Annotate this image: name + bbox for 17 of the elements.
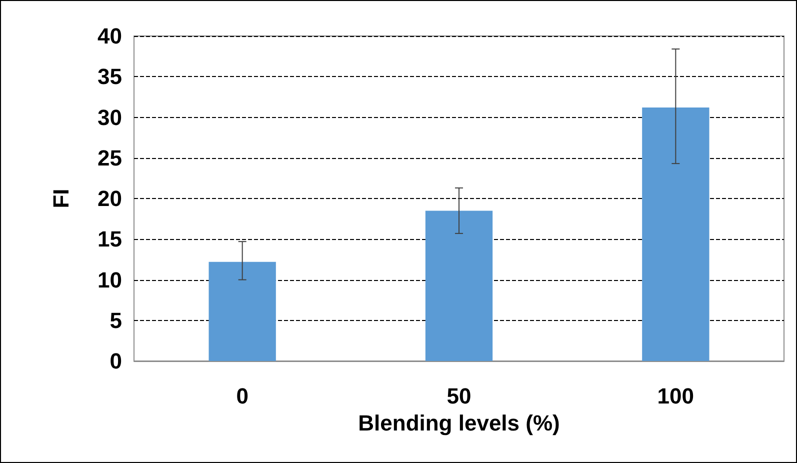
- y-tick-label: 30: [98, 104, 122, 130]
- bar: [208, 262, 276, 361]
- y-tick-label: 5: [110, 308, 122, 333]
- y-tick-label: 20: [98, 186, 122, 211]
- y-tick-label: 25: [98, 145, 122, 170]
- bar: [642, 108, 710, 361]
- y-tick-label: 35: [98, 64, 122, 90]
- y-axis-title: FI: [48, 188, 74, 208]
- y-tick-label: 15: [98, 226, 122, 252]
- bar: [425, 210, 493, 361]
- x-tick-label: 100: [657, 384, 694, 408]
- x-tick-label: 50: [446, 384, 472, 408]
- x-tick-label: 0: [236, 384, 248, 408]
- x-axis-title: Blending levels (%): [358, 410, 560, 436]
- y-tick-label: 10: [98, 267, 122, 292]
- y-tick-label: 40: [98, 24, 122, 48]
- y-tick-label: 0: [110, 348, 122, 374]
